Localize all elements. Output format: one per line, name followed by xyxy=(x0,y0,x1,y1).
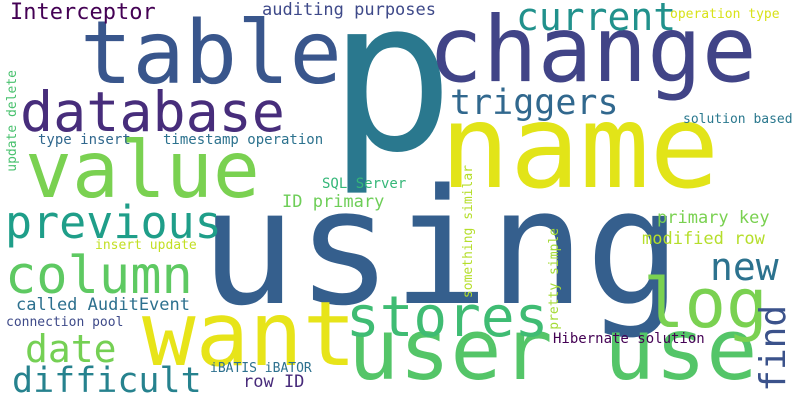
word-ibatis-ibator: iBATIS iBATOR xyxy=(210,361,312,376)
word-hibernate-solution: Hibernate solution xyxy=(553,331,705,347)
word-find: find xyxy=(753,305,794,392)
word-table: table xyxy=(80,2,342,104)
word-primary-key: primary key xyxy=(657,208,770,228)
word-connection-pool: connection pool xyxy=(6,315,124,330)
word-sql-server: SQL Server xyxy=(322,176,407,192)
word-log: log xyxy=(643,264,768,344)
word-value: value xyxy=(25,126,260,216)
word-using: using xyxy=(200,154,682,341)
word-modified-row: modified row xyxy=(642,229,765,249)
word-triggers: triggers xyxy=(450,83,619,123)
word-pretty-simple: pretty simple xyxy=(547,228,562,330)
word-type-insert: type insert xyxy=(38,132,131,148)
word-interceptor: Interceptor xyxy=(10,0,156,25)
word-database: database xyxy=(20,80,285,144)
word-insert-update: insert update xyxy=(95,238,197,253)
word-solution-based: solution based xyxy=(683,112,793,127)
word-auditing-purposes: auditing purposes xyxy=(262,0,436,20)
word-new: new xyxy=(710,245,779,289)
word-user-use: user use xyxy=(348,301,758,400)
word-something-similar: something similar xyxy=(461,165,476,299)
word-previous: previous xyxy=(5,196,222,249)
word-difficult: difficult xyxy=(12,361,202,400)
word-column: column xyxy=(5,246,193,306)
word-operation-type: operation type xyxy=(670,7,780,22)
word-date: date xyxy=(25,327,117,371)
word-current: current xyxy=(516,0,677,39)
word-called-auditevent: called AuditEvent xyxy=(16,295,190,315)
word-name: name xyxy=(440,80,720,215)
word-id-primary: ID primary xyxy=(282,192,385,212)
word-timestamp-operation: timestamp operation xyxy=(163,132,324,148)
word-stores: stores xyxy=(346,285,549,350)
word-row-id: row ID xyxy=(243,372,305,392)
word-change: change xyxy=(428,0,757,103)
word-want: want xyxy=(142,282,357,386)
word-p: p xyxy=(328,0,455,199)
word-update-delete: update delete xyxy=(5,70,20,172)
